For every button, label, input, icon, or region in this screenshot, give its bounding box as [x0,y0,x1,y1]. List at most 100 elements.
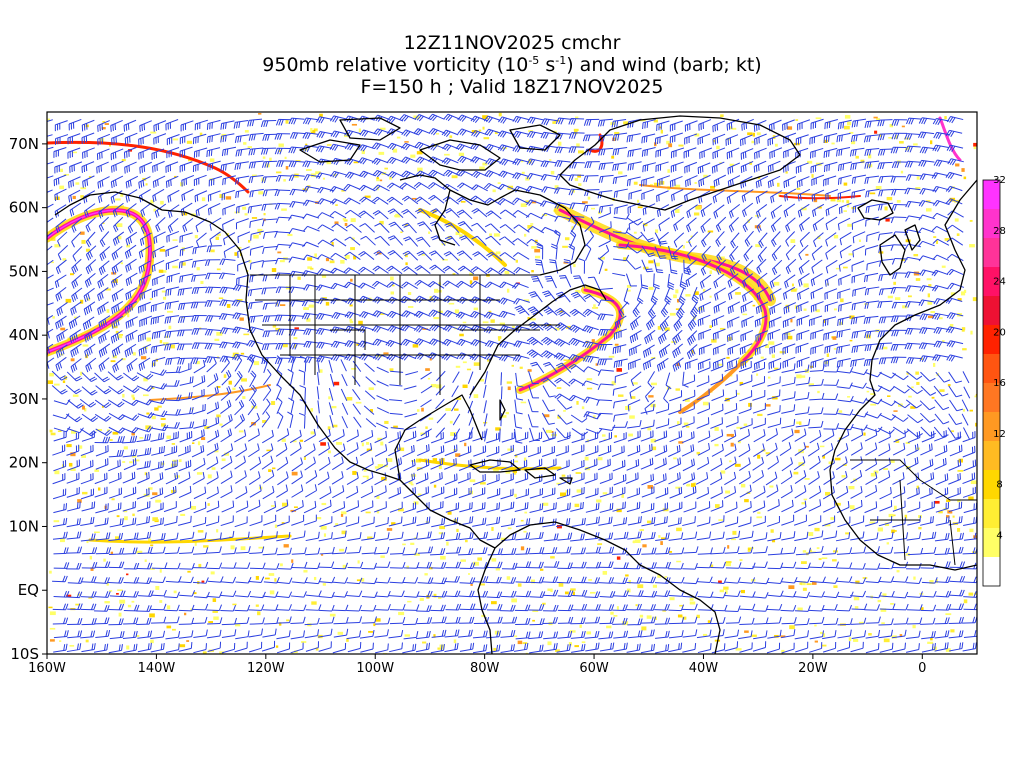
vorticity-cell [400,231,403,234]
wind-barb [444,487,458,499]
wind-barb [570,630,586,639]
wind-barb [113,216,124,233]
wind-barb [150,410,168,418]
wind-barb [472,487,486,499]
wind-barb [261,640,276,652]
vorticity-cell [59,538,65,543]
wind-barb [948,413,963,426]
wind-barb [598,206,611,219]
vorticity-cell [160,200,164,205]
vorticity-cell [968,592,974,596]
wind-barb [430,457,444,470]
wind-barb [683,147,697,159]
wind-barb [779,442,792,457]
vorticity-cell [524,511,528,514]
wind-barb [53,547,69,555]
vorticity-cell [384,420,389,424]
wind-barb [177,329,193,337]
wind-barb [263,617,279,625]
vorticity-cell [419,597,424,601]
wind-barb [385,339,403,348]
wind-barb [444,575,461,583]
wind-barb [249,456,262,471]
wind-barb [513,642,529,652]
wind-barb [457,221,473,232]
vorticity-cell [307,266,312,269]
wind-barb [206,245,222,253]
wind-barb [712,357,726,370]
wind-barb [374,590,391,598]
wind-barb [780,604,797,612]
wind-barb [934,630,950,639]
wind-barb [526,158,543,166]
wind-barb [672,357,684,372]
wind-barb [193,629,208,639]
wind-barb [526,336,544,346]
wind-barb [317,239,335,247]
vorticity-cell [725,561,732,564]
wind-barb [851,411,869,418]
wind-barb [52,473,66,485]
wind-barb [420,399,432,408]
wind-barb [836,604,853,612]
wind-barb [794,485,807,499]
vorticity-cell [549,159,552,161]
wind-barb [796,287,810,301]
vorticity-cell [214,450,219,453]
wind-barb [780,591,797,598]
wind-barb [235,203,250,214]
wind-barb [684,189,697,203]
wind-barb [179,245,194,257]
vorticity-cell [796,421,800,425]
wind-barb [219,327,236,335]
wind-barb [136,433,152,443]
wind-barb [686,217,697,233]
wind-barb [442,265,459,275]
wind-barb [123,576,140,584]
wind-barb [274,202,291,210]
wind-barb [710,403,724,416]
vorticity-cell [574,178,579,182]
vorticity-cell [843,125,850,130]
wind-barb [962,642,977,652]
wind-barb [371,142,389,150]
wind-barb [700,260,712,276]
vorticity-cell [311,601,317,605]
wind-barb [571,589,588,597]
wind-barb [248,628,263,638]
wind-barb [527,321,544,331]
vorticity-cell [473,276,479,281]
wind-barb [783,176,796,189]
lon-label: 40W [689,661,719,676]
wind-barb [275,257,291,265]
wind-barb [178,407,194,416]
wind-barb [123,643,138,654]
vorticity-cell [456,528,459,533]
wind-barb [67,427,84,434]
wind-barb [288,314,305,322]
vorticity-cell [208,621,214,624]
wind-barb [811,245,823,261]
vorticity-cell [277,251,282,254]
wind-barb [529,503,544,513]
vorticity-cell [216,414,221,418]
wind-barb [627,430,641,442]
wind-barb [99,231,110,247]
wind-barb [934,457,947,471]
wind-barb [512,252,530,260]
wind-barb [136,372,154,380]
wind-barb [457,265,475,275]
wind-barb [945,129,963,138]
wind-barb [961,399,969,412]
wind-barb [123,562,140,570]
vorticity-cell [970,480,977,485]
wind-barb [452,413,461,426]
wind-barb [782,356,796,369]
wind-barb [724,629,740,639]
wind-barb [612,577,628,585]
wind-barb [359,196,376,205]
vorticity-cell [520,401,527,404]
vorticity-cell [849,339,853,342]
vorticity-cell [520,546,525,551]
wind-barb [55,315,67,330]
